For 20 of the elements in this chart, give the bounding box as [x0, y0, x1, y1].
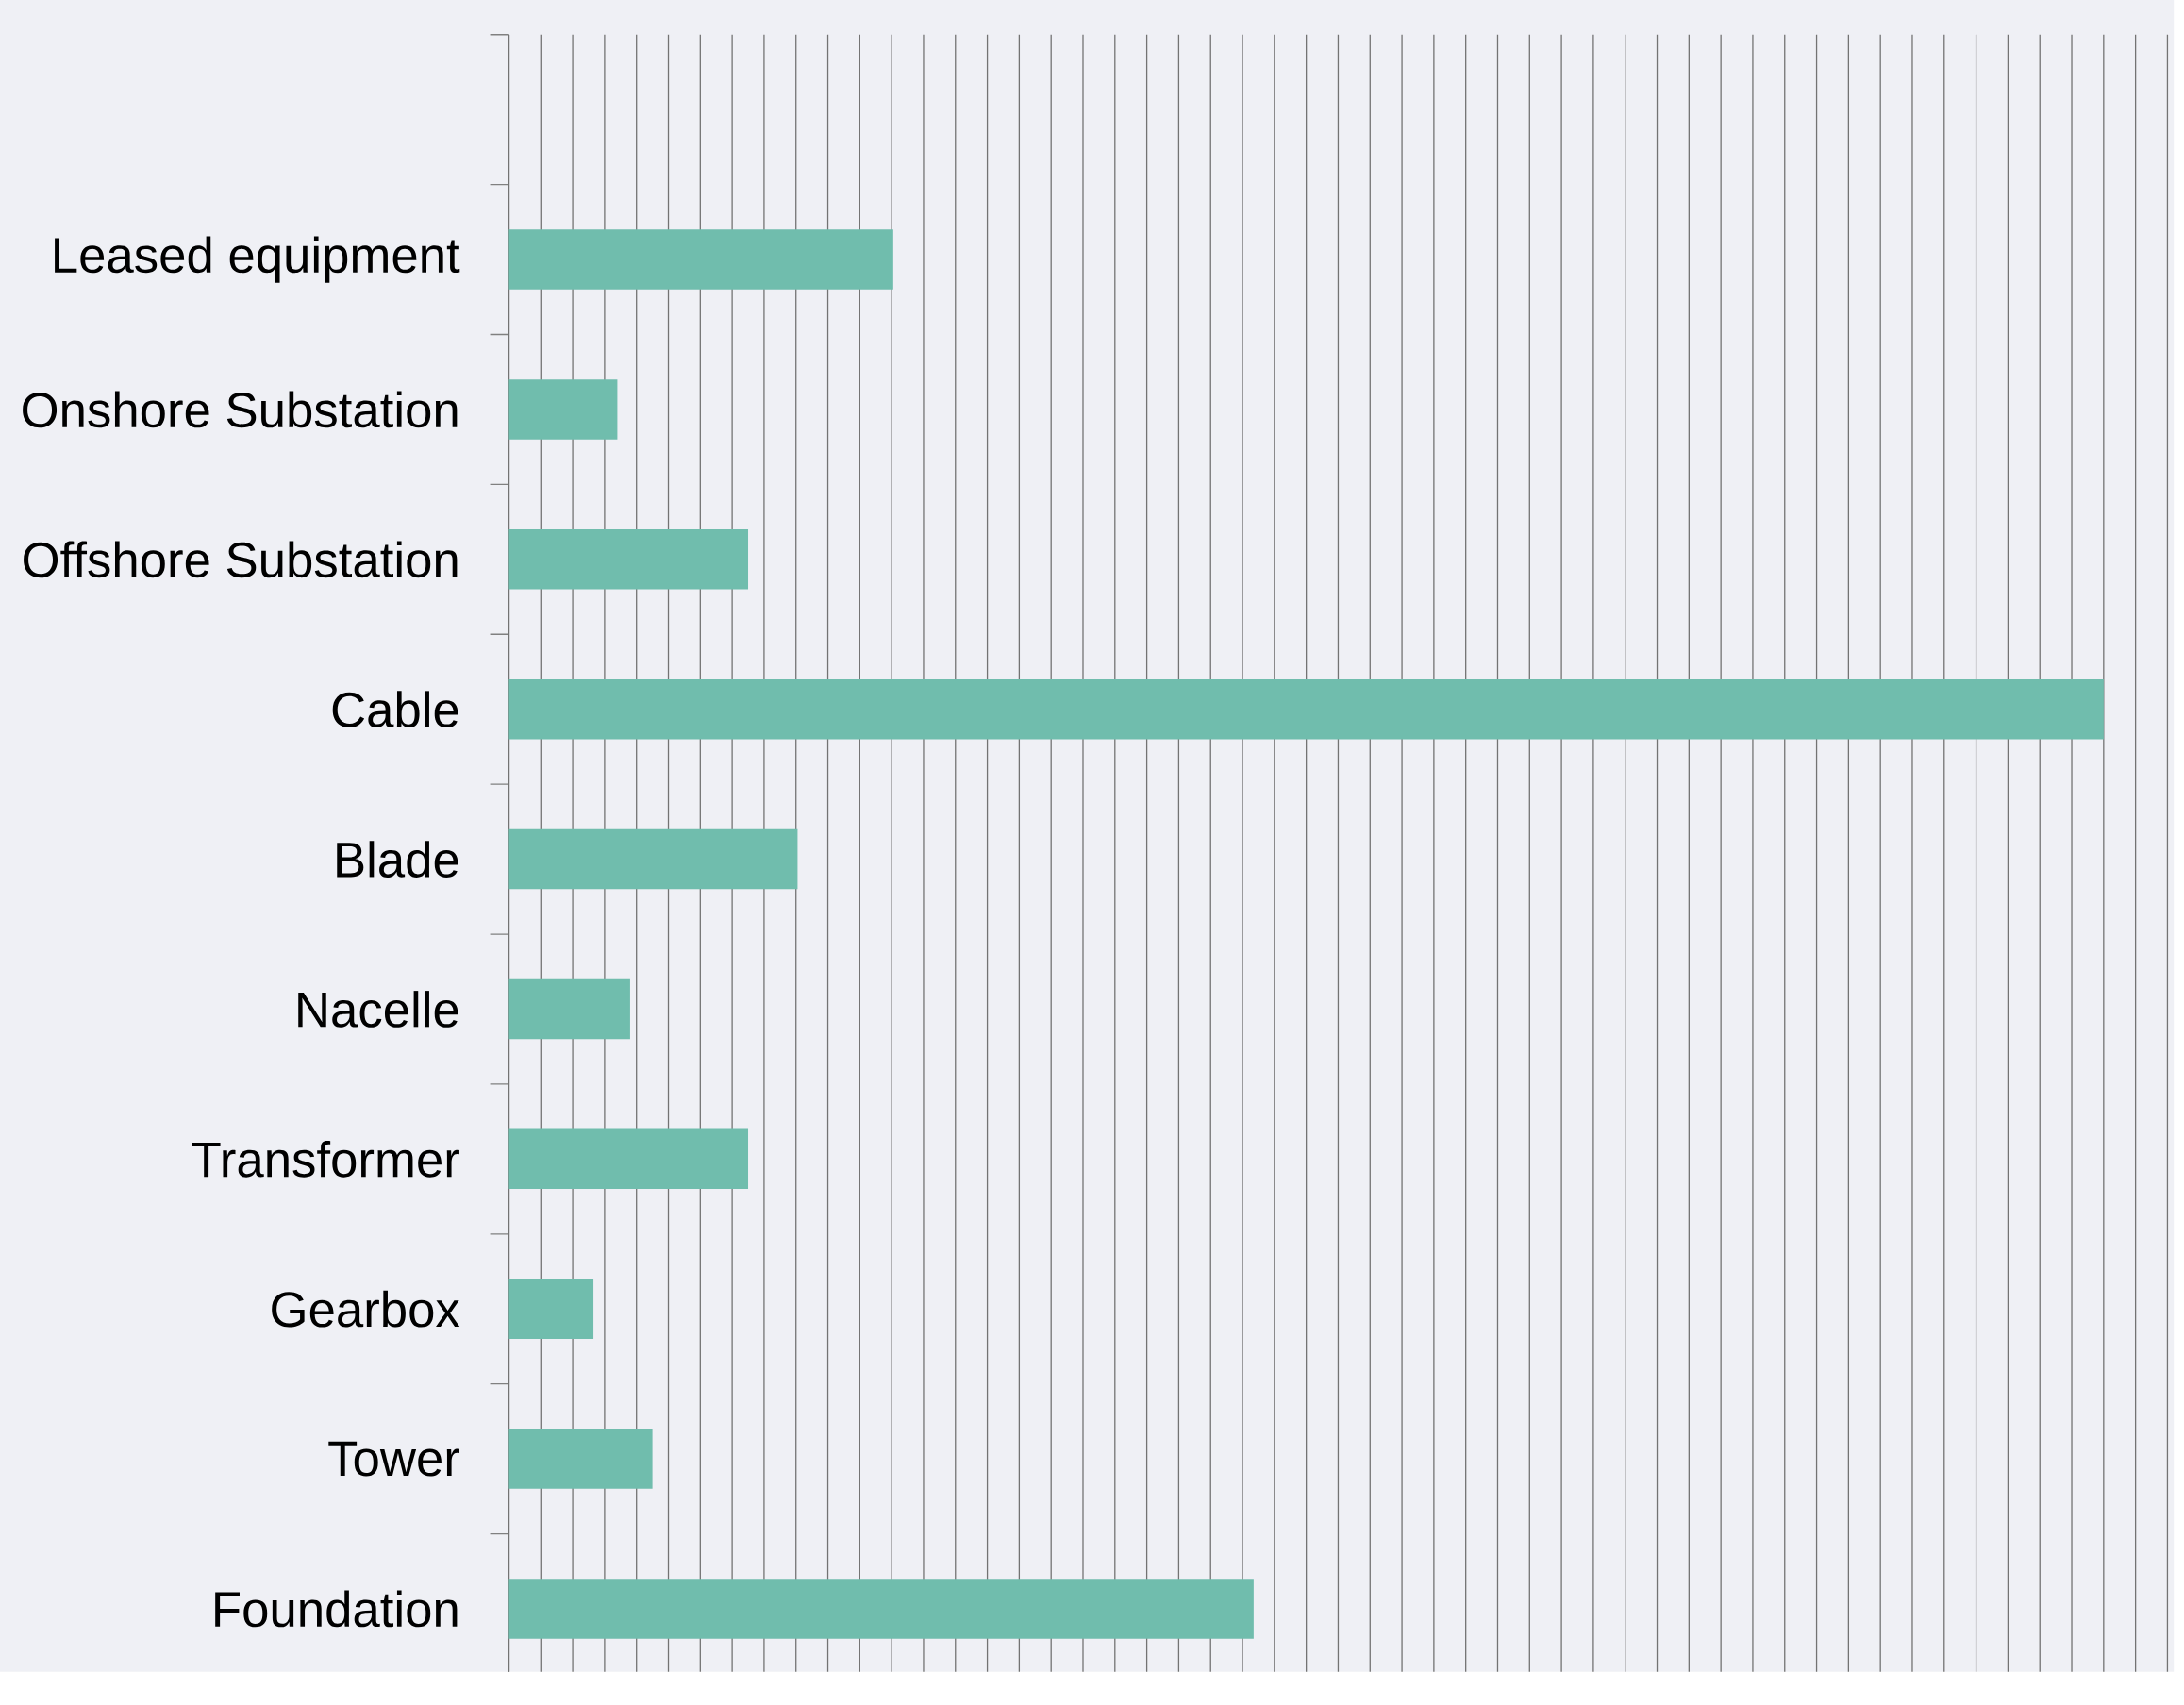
- y-tick-label: Nacelle: [298, 991, 458, 1028]
- y-tick-label: Gearbox: [272, 1290, 460, 1328]
- y-tick-label: Blade: [337, 841, 458, 878]
- bar: [508, 229, 893, 290]
- y-tick-label: Foundation: [215, 1590, 458, 1628]
- bar: [508, 1579, 1254, 1639]
- y-tick-label: Onshore Substation: [23, 391, 458, 428]
- bar: [508, 1128, 749, 1190]
- bar: [508, 978, 630, 1040]
- bar: [508, 529, 749, 590]
- y-tick-label: Leased equipment: [55, 236, 460, 283]
- bar: [508, 1279, 594, 1339]
- bar: [508, 828, 798, 890]
- bar: [508, 1429, 653, 1489]
- y-tick-label: Transformer: [192, 1140, 459, 1178]
- bar: [508, 379, 618, 440]
- y-tick-label: Offshore Substation: [24, 541, 458, 578]
- bar: [508, 678, 2104, 740]
- y-tick-label: Cable: [332, 691, 458, 728]
- y-tick-label: Tower: [328, 1441, 459, 1477]
